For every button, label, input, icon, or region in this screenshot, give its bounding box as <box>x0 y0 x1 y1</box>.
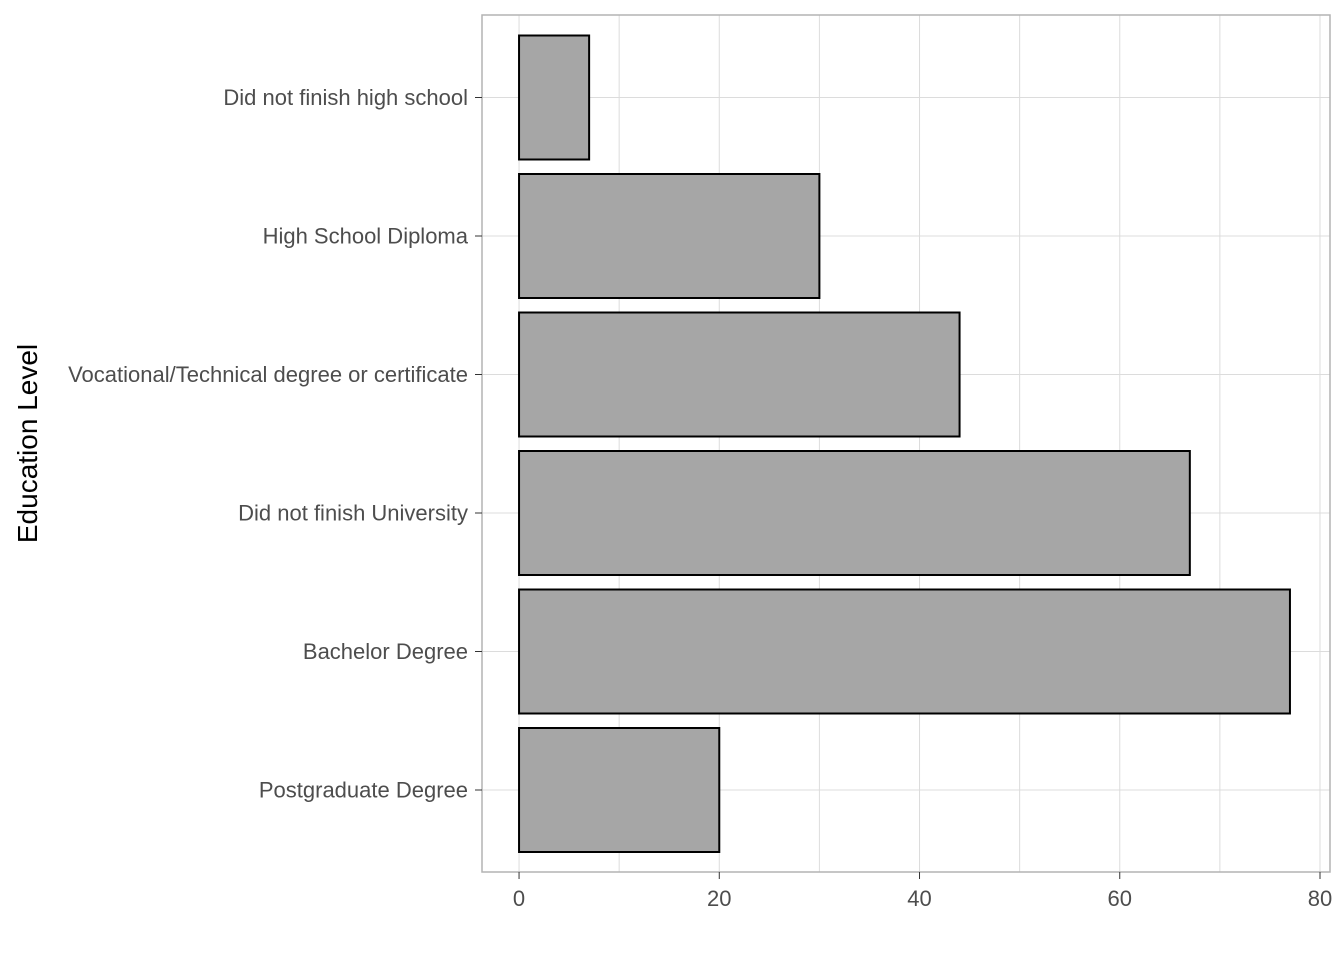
bars <box>518 34 1291 853</box>
y-axis-title: Education Level <box>12 344 43 543</box>
bar <box>518 311 961 438</box>
bar <box>518 34 591 161</box>
y-tick-label: Vocational/Technical degree or certifica… <box>68 362 468 387</box>
bar <box>518 588 1291 715</box>
bar <box>518 173 821 299</box>
panel-border <box>481 14 1331 873</box>
y-tick-label: Did not finish University <box>238 501 468 526</box>
y-tick-label: High School Diploma <box>263 224 469 249</box>
x-tick-label: 40 <box>907 886 931 911</box>
bar <box>518 727 721 853</box>
x-axis-ticks: 0 20 40 60 80 <box>513 872 1332 911</box>
y-tick-label: Did not finish high school <box>223 85 468 110</box>
x-tick-label: 0 <box>513 886 525 911</box>
x-tick-label: 80 <box>1308 886 1332 911</box>
x-tick-label: 60 <box>1108 886 1132 911</box>
y-tick-label: Postgraduate Degree <box>259 778 468 803</box>
bar <box>518 450 1191 576</box>
y-tick-label: Bachelor Degree <box>303 639 468 664</box>
x-tick-label: 20 <box>707 886 731 911</box>
y-axis-ticks: Did not finish high school High School Di… <box>68 85 482 803</box>
